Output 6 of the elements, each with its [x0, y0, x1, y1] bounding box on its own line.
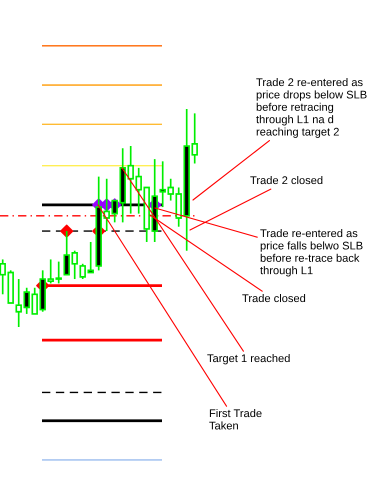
- text: Trade 2 re-entered as price drops below SLB before retracing through L1 na d reaching target 2: [256, 78, 367, 138]
- text: Trade closed: [242, 294, 306, 302]
- text: Trade 2 closed: [250, 176, 322, 184]
- text: First Trade Taken: [209, 409, 262, 430]
- text: Target 1 reached: [207, 354, 290, 364]
- text: Trade re-entered as price falls belwo SLB before re-trace back through L1: [260, 229, 363, 276]
